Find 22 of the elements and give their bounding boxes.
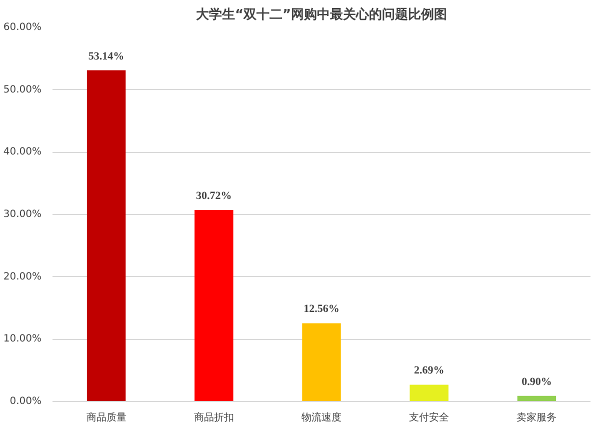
- y-tick-label: 30.00%: [3, 209, 42, 220]
- chart-title: 大学生“双十二”网购中最关心的问题比例图: [196, 6, 448, 22]
- y-tick-label: 0.00%: [10, 396, 42, 407]
- x-tick-label: 支付安全: [409, 412, 450, 424]
- x-tick-label: 物流速度: [302, 412, 342, 424]
- bar: [86, 70, 126, 402]
- x-tick-label: 卖家服务: [516, 412, 557, 424]
- y-tick-label: 20.00%: [3, 271, 42, 282]
- bar: [194, 210, 234, 402]
- data-label: 2.69%: [414, 364, 444, 377]
- y-tick-label: 60.00%: [3, 22, 42, 33]
- bar: [410, 384, 448, 402]
- data-label: 53.14%: [88, 50, 124, 62]
- bar: [302, 323, 341, 402]
- y-tick-label: 50.00%: [3, 84, 42, 96]
- data-label: 30.72%: [196, 190, 232, 202]
- y-tick-label: 10.00%: [3, 334, 42, 345]
- data-label: 0.90%: [522, 376, 552, 388]
- data-label: 12.56%: [304, 303, 340, 316]
- x-tick-label: 商品质量: [86, 412, 126, 424]
- x-tick-label: 商品折扣: [194, 412, 234, 424]
- y-tick-label: 40.00%: [3, 146, 42, 158]
